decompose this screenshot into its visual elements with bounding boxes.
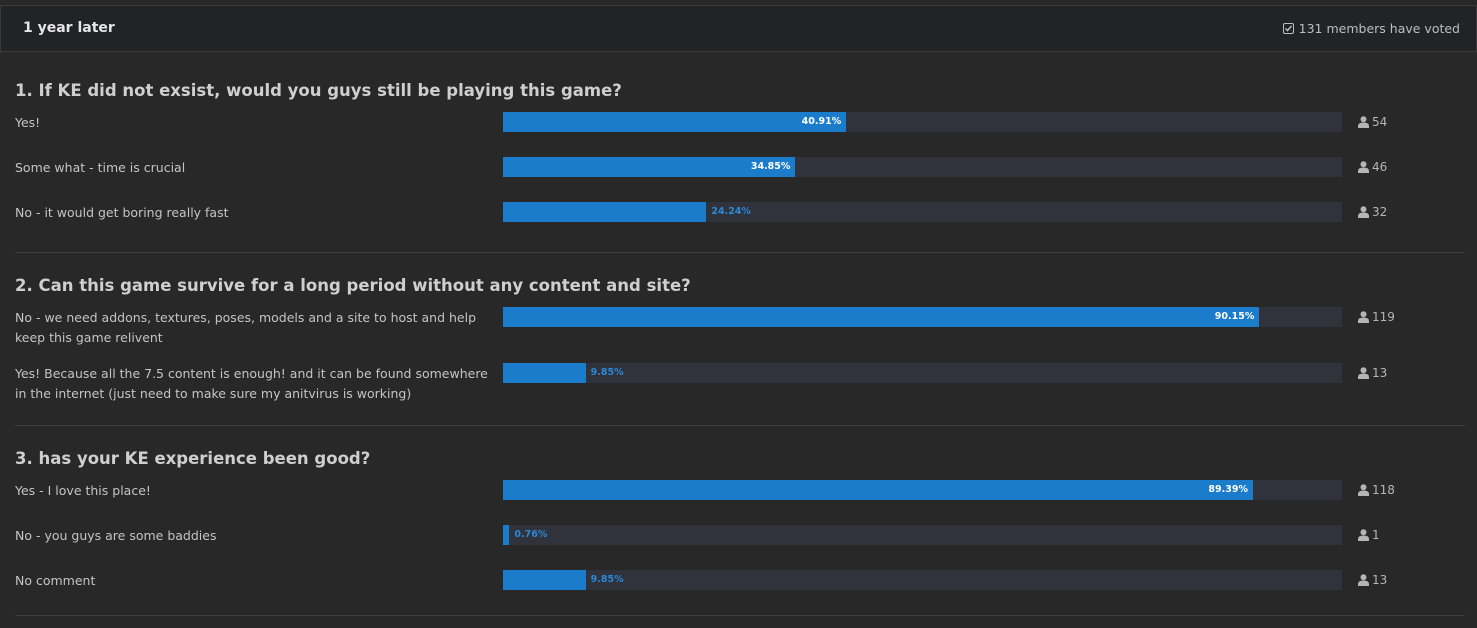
bar-fill <box>503 202 707 222</box>
vote-number: 32 <box>1372 205 1388 219</box>
option-label: Yes! <box>15 115 41 130</box>
separator <box>15 252 1465 253</box>
vote-number: 1 <box>1372 528 1380 542</box>
vote-number: 46 <box>1372 160 1388 174</box>
bar-track: 40.91% <box>503 112 1342 132</box>
bar-track: 9.85% <box>503 363 1342 383</box>
percent-label: 24.24% <box>711 206 751 217</box>
bar-fill <box>503 307 1260 327</box>
option-label: No comment <box>15 573 96 588</box>
bar-fill <box>503 525 510 545</box>
bar-track: 90.15% <box>503 307 1342 327</box>
percent-label: 40.91% <box>801 116 842 127</box>
user-icon <box>1358 484 1369 496</box>
question-title: 3. has your KE experience been good? <box>15 449 371 468</box>
vote-count: 131 members have voted <box>1282 6 1460 51</box>
vote-count: 46 <box>1358 157 1387 177</box>
bar-track: 34.85% <box>503 157 1342 177</box>
poll-header: 1 year later 131 members have voted <box>0 5 1477 52</box>
vote-number: 13 <box>1372 573 1388 587</box>
bar-fill <box>503 570 586 590</box>
vote-number: 118 <box>1372 483 1395 497</box>
percent-label: 9.85% <box>590 574 624 585</box>
user-icon <box>1358 311 1369 323</box>
option-label: Yes - I love this place! <box>15 483 151 498</box>
option-label: Yes! Because all the 7.5 content is enou… <box>15 366 488 401</box>
bar-track: 89.39% <box>503 480 1342 500</box>
vote-count: 119 <box>1358 307 1395 327</box>
vote-count: 13 <box>1358 363 1387 383</box>
bar-track: 0.76% <box>503 525 1342 545</box>
vote-count-text: 131 members have voted <box>1298 21 1460 36</box>
separator <box>15 615 1465 616</box>
percent-label: 34.85% <box>750 161 791 172</box>
user-icon <box>1358 116 1369 128</box>
question-title: 1. If KE did not exsist, would you guys … <box>15 81 622 100</box>
user-icon <box>1358 161 1369 173</box>
percent-label: 9.85% <box>590 367 624 378</box>
option-label: No - you guys are some baddies <box>15 528 217 543</box>
user-icon <box>1358 574 1369 586</box>
separator <box>15 425 1465 426</box>
question-title: 2. Can this game survive for a long peri… <box>15 276 691 295</box>
bar-track: 9.85% <box>503 570 1342 590</box>
check-icon <box>1282 23 1294 34</box>
vote-number: 13 <box>1372 366 1388 380</box>
vote-number: 119 <box>1372 310 1395 324</box>
poll-title: 1 year later <box>23 20 115 36</box>
bar-fill <box>503 157 796 177</box>
bar-fill <box>503 112 847 132</box>
percent-label: 89.39% <box>1208 484 1248 495</box>
user-icon <box>1358 206 1369 218</box>
vote-number: 54 <box>1372 115 1388 129</box>
user-icon <box>1358 367 1369 379</box>
bar-fill <box>503 363 586 383</box>
percent-label: 0.76% <box>514 529 548 540</box>
vote-count: 13 <box>1358 570 1387 590</box>
vote-count: 1 <box>1358 525 1380 545</box>
vote-count: 54 <box>1358 112 1387 132</box>
vote-count: 32 <box>1358 202 1387 222</box>
option-label: No - we need addons, textures, poses, mo… <box>15 310 477 345</box>
user-icon <box>1358 529 1369 541</box>
option-label: Some what - time is crucial <box>15 160 186 175</box>
bar-fill <box>503 480 1253 500</box>
vote-count: 118 <box>1358 480 1395 500</box>
percent-label: 90.15% <box>1214 311 1255 322</box>
bar-track: 24.24% <box>503 202 1342 222</box>
option-label: No - it would get boring really fast <box>15 205 229 220</box>
